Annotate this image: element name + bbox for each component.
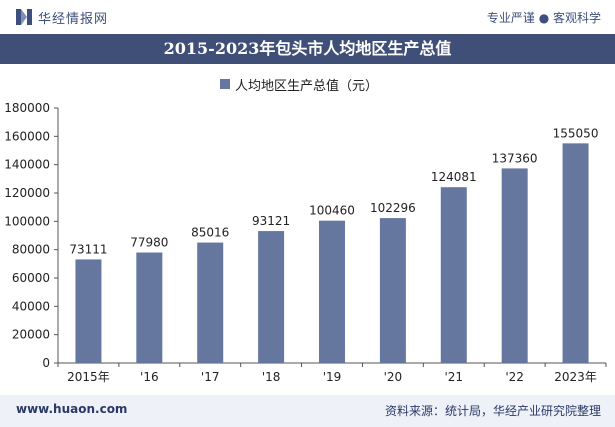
bar	[319, 220, 345, 363]
data-label: 93121	[252, 214, 290, 228]
legend-label: 人均地区生产总值（元）	[235, 79, 379, 94]
data-label: 155050	[553, 126, 599, 140]
data-label: 124081	[431, 170, 477, 184]
bar	[136, 252, 163, 363]
y-tick-label: 40000	[12, 299, 50, 313]
brand-logo-icon	[16, 9, 32, 25]
source-note: 资料来源：统计局，华经产业研究院整理	[384, 404, 601, 418]
data-label: 100460	[309, 204, 355, 218]
y-tick-label: 0	[42, 356, 50, 370]
title-bar: 2015-2023年包头市人均地区生产总值	[0, 34, 615, 64]
y-tick-label: 20000	[12, 328, 50, 342]
data-label: 77980	[130, 236, 168, 250]
y-tick-label: 100000	[4, 214, 50, 228]
bar	[501, 168, 528, 363]
bar	[75, 259, 102, 363]
bar	[562, 143, 589, 363]
x-tick-label: '19	[323, 370, 342, 384]
x-tick-label: 2023年	[554, 370, 597, 384]
data-label: 102296	[370, 201, 416, 215]
y-tick-label: 140000	[4, 158, 50, 172]
site-url: www.huaon.com	[16, 402, 128, 416]
footer: www.huaon.com 资料来源：统计局，华经产业研究院整理	[0, 395, 615, 427]
x-tick-label: '22	[505, 370, 524, 384]
x-tick-label: '16	[140, 370, 159, 384]
bar	[258, 231, 285, 363]
brand-name: 华经情报网	[38, 12, 109, 27]
y-tick-label: 160000	[4, 129, 50, 143]
x-tick-label: '20	[384, 370, 403, 384]
bar-chart: 0 20000 40000 60000 80000 100000 120000 140000 1…	[4, 101, 607, 384]
data-label: 85016	[191, 226, 229, 240]
x-tick-label: '21	[444, 370, 463, 384]
x-tick-label: '17	[201, 370, 220, 384]
y-tick-label: 80000	[12, 243, 50, 257]
bar	[379, 218, 406, 363]
y-tick-label: 180000	[4, 101, 50, 115]
data-label: 73111	[69, 242, 107, 256]
y-tick-label: 120000	[4, 186, 50, 200]
y-tick-label: 60000	[12, 271, 50, 285]
legend-swatch	[220, 79, 230, 89]
data-label: 137360	[492, 151, 538, 165]
x-tick-label: '18	[262, 370, 281, 384]
top-bar: 华经情报网 专业严谨 ● 客观科学	[0, 0, 615, 34]
x-tick-label: 2015年	[67, 370, 110, 384]
tagline: 专业严谨 ● 客观科学	[486, 11, 601, 25]
bar	[197, 242, 224, 363]
bar	[440, 187, 467, 363]
chart-title: 2015-2023年包头市人均地区生产总值	[163, 39, 452, 58]
